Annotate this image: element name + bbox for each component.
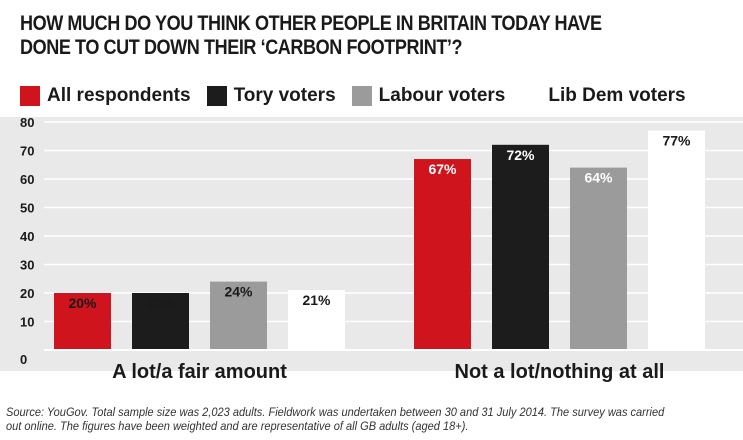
y-tick-label: 40 <box>20 229 34 244</box>
legend-label: Tory voters <box>233 85 336 106</box>
bar-value-label: 72% <box>506 147 535 163</box>
y-tick-label: 0 <box>20 352 27 367</box>
source-note: Source: YouGov. Total sample size was 2,… <box>6 405 665 433</box>
chart-title: HOW MUCH DO YOU THINK OTHER PEOPLE IN BR… <box>20 12 602 59</box>
legend-swatch <box>206 86 227 106</box>
legend-item-0: All respondents <box>20 85 191 107</box>
y-tick-label: 10 <box>20 315 34 330</box>
bar-value-label: 67% <box>428 161 457 177</box>
legend-label: All respondents <box>47 85 191 106</box>
bar <box>414 159 471 350</box>
legend-item-3: Lib Dem voters <box>521 85 686 107</box>
legend-swatch <box>521 86 542 106</box>
bar-value-label: 20% <box>146 295 175 311</box>
legend-item-1: Tory voters <box>206 85 336 107</box>
y-tick-label: 30 <box>20 258 34 273</box>
legend-swatch <box>351 86 372 106</box>
chart-legend: All respondents Tory voters Labour voters L… <box>20 84 702 108</box>
bar <box>570 167 627 350</box>
y-tick-label: 60 <box>20 172 34 187</box>
legend-label: Lib Dem voters <box>548 85 686 106</box>
bar <box>492 144 549 350</box>
x-category-label: A lot/a fair amount <box>112 361 287 383</box>
bar-value-label: 21% <box>302 292 331 308</box>
y-tick-label: 80 <box>20 115 34 130</box>
legend-swatch <box>20 86 40 106</box>
bar <box>54 293 111 350</box>
y-tick-label: 20 <box>20 286 34 301</box>
bar-value-label: 77% <box>662 133 691 149</box>
bar-value-label: 64% <box>584 170 613 186</box>
y-tick-label: 50 <box>20 201 34 216</box>
bar <box>210 281 267 350</box>
bar <box>288 290 345 350</box>
bar-value-label: 24% <box>224 284 253 300</box>
y-tick-label: 70 <box>20 144 34 159</box>
bar <box>648 130 705 350</box>
bar <box>132 293 189 350</box>
bar-value-label: 20% <box>68 295 97 311</box>
x-category-label: Not a lot/nothing at all <box>455 361 665 383</box>
legend-label: Labour voters <box>378 85 506 106</box>
legend-item-2: Labour voters <box>351 85 506 107</box>
